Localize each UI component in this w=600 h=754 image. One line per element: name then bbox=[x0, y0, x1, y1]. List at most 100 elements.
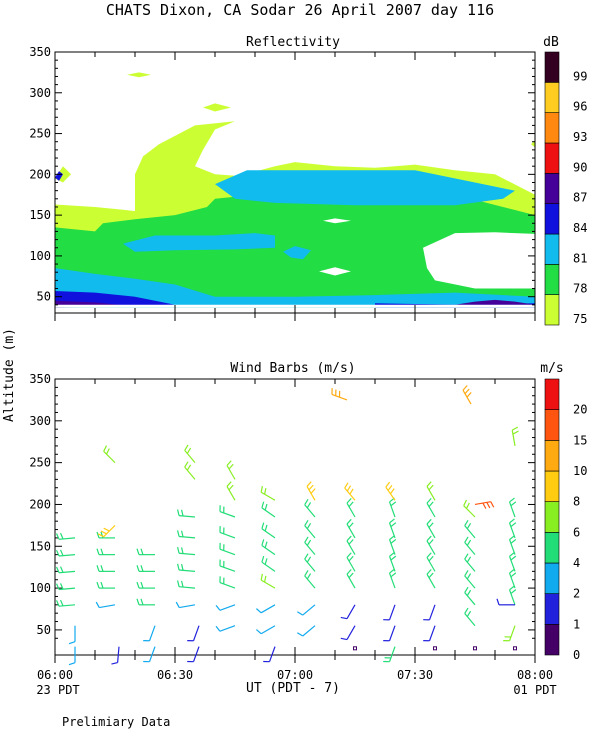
wind-barb-shaft bbox=[59, 605, 75, 606]
wind-barb bbox=[465, 608, 475, 626]
wind-barb bbox=[341, 626, 355, 640]
wind-barb-shaft bbox=[262, 545, 275, 554]
wind-barb-flag bbox=[216, 626, 220, 631]
wind-barb-flag bbox=[182, 531, 183, 537]
wind-barb-flag bbox=[510, 519, 515, 523]
reflectivity-colorbar-label: 75 bbox=[573, 312, 587, 326]
wind-barb-flag bbox=[104, 528, 110, 531]
wind-barb-flag bbox=[97, 582, 99, 588]
wind-barb-flag bbox=[107, 448, 110, 454]
wind-barb-flag bbox=[69, 663, 75, 665]
wind-barb-flag bbox=[427, 498, 431, 503]
wind-colorbar-label: 0 bbox=[573, 648, 580, 662]
wind-barb bbox=[347, 498, 355, 517]
wind-barb bbox=[104, 446, 115, 463]
wind-barb bbox=[187, 647, 199, 662]
wind-barb-flag bbox=[176, 602, 179, 608]
reflectivity-colorbar-swatch bbox=[545, 143, 559, 173]
wind-barb bbox=[185, 445, 195, 463]
wind-colorbar-label: 15 bbox=[573, 433, 587, 447]
wind-y-tick-label: 50 bbox=[37, 623, 51, 637]
wind-barb-shaft bbox=[179, 553, 195, 554]
wind-barb-flag bbox=[390, 489, 394, 494]
wind-barb-flag bbox=[262, 523, 264, 529]
wind-barb bbox=[176, 602, 195, 608]
wind-barb bbox=[510, 498, 516, 517]
reflectivity-colorbar-swatch bbox=[545, 204, 559, 234]
wind-barb-shaft bbox=[262, 562, 275, 571]
wind-barb-flag bbox=[510, 569, 515, 573]
wind-barb-flag bbox=[491, 502, 494, 508]
wind-barb bbox=[297, 605, 315, 615]
wind-barb bbox=[510, 586, 516, 605]
wind-colorbar-label: 6 bbox=[573, 525, 580, 539]
wind-barb bbox=[510, 519, 516, 538]
wind-barb-shaft bbox=[179, 516, 195, 517]
wind-barb-shaft bbox=[220, 605, 235, 610]
wind-barb-flag bbox=[297, 612, 302, 615]
wind-barb-flag bbox=[111, 663, 117, 664]
wind-barb-shaft bbox=[430, 626, 435, 641]
wind-barb-flag bbox=[467, 540, 470, 545]
wind-barb-shaft bbox=[430, 605, 435, 620]
wind-x-tick-label: 07:30 bbox=[397, 668, 433, 682]
wind-barb bbox=[227, 482, 235, 501]
wind-barb bbox=[57, 550, 75, 556]
wind-barb-flag bbox=[297, 633, 302, 636]
wind-barb bbox=[57, 567, 75, 573]
wind-barb-shaft bbox=[194, 626, 199, 641]
reflectivity-colorbar-label: 78 bbox=[573, 282, 587, 296]
wind-x-tick-label: 06:30 bbox=[157, 668, 193, 682]
wind-barb-flag bbox=[511, 502, 516, 506]
wind-barb-shaft bbox=[303, 605, 315, 615]
wind-barb-shaft bbox=[104, 451, 115, 462]
wind-y-tick-label: 100 bbox=[29, 581, 51, 595]
wind-barb-flag bbox=[511, 539, 516, 543]
wind-barb-flag bbox=[178, 581, 179, 587]
wind-barb-flag bbox=[178, 547, 179, 553]
wind-barb-flag bbox=[427, 482, 431, 487]
wind-barb bbox=[220, 560, 235, 572]
wind-barb-flag bbox=[97, 532, 99, 538]
reflectivity-contour-layer bbox=[55, 72, 535, 307]
wind-barb bbox=[57, 533, 75, 539]
wind-barb bbox=[262, 502, 275, 517]
wind-barb-shaft bbox=[150, 647, 155, 662]
wind-barb-flag bbox=[429, 540, 433, 545]
wind-barb-shaft bbox=[510, 626, 515, 641]
wind-barb-flag bbox=[182, 564, 183, 570]
wind-barb-flag bbox=[510, 536, 515, 540]
wind-barb-flag bbox=[305, 520, 308, 525]
wind-barb-shaft bbox=[150, 626, 155, 641]
wind-barb bbox=[69, 647, 75, 665]
wind-barb bbox=[261, 486, 275, 500]
wind-barb-flag bbox=[305, 554, 308, 559]
wind-barb-flag bbox=[57, 567, 60, 573]
wind-barb-flag bbox=[463, 386, 467, 391]
wind-barb-flag bbox=[96, 602, 99, 608]
wind-barb bbox=[256, 626, 275, 634]
wind-barb-shaft bbox=[179, 537, 195, 538]
wind-colorbar-label: 8 bbox=[573, 495, 580, 509]
wind-barb-shaft bbox=[305, 576, 315, 588]
wind-barb-flag bbox=[137, 582, 139, 588]
wind-barb-flag bbox=[97, 549, 99, 555]
wind-barb-flag bbox=[265, 488, 266, 494]
wind-barb-flag bbox=[511, 590, 516, 594]
wind-barb-shaft bbox=[220, 532, 235, 537]
wind-barb bbox=[220, 543, 235, 555]
wind-barb-shaft bbox=[185, 467, 195, 479]
wind-barb bbox=[510, 536, 516, 555]
wind-barb bbox=[97, 582, 115, 588]
wind-barb bbox=[465, 520, 475, 538]
wind-barb-flag bbox=[349, 556, 353, 561]
wind-barb-flag bbox=[349, 573, 353, 578]
wind-barb-flag bbox=[429, 556, 433, 561]
wind-barb-flag bbox=[487, 502, 490, 508]
wind-barb bbox=[57, 583, 75, 589]
wind-barb-flag bbox=[347, 486, 350, 491]
wind-barb-flag bbox=[61, 550, 64, 556]
preliminary-footer: Prelimiary Data bbox=[62, 715, 170, 729]
